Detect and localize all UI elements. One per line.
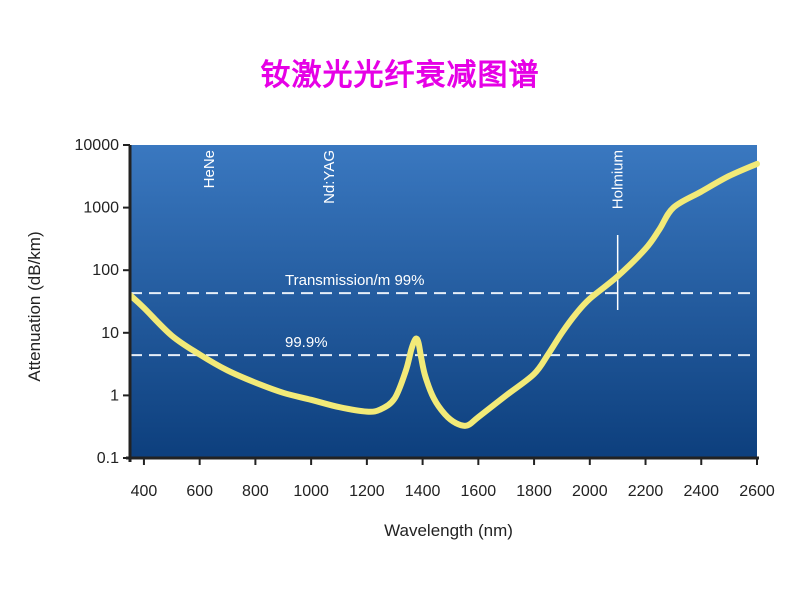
reference-line-label: Transmission/m 99% <box>285 272 424 289</box>
plot-background <box>130 145 757 458</box>
y-tick-label: 0.1 <box>97 450 119 467</box>
x-tick-label: 1000 <box>293 483 329 500</box>
page-title: 钕激光光纤衰减图谱 <box>260 58 540 93</box>
wavelength-annotation-label: HeNe <box>201 150 218 188</box>
attenuation-curve <box>130 160 760 429</box>
x-tick-label: 2600 <box>739 483 775 500</box>
wavelength-annotation-label: Holmium <box>610 150 627 209</box>
x-tick-label: 800 <box>242 483 269 500</box>
y-tick-label: 100 <box>92 262 119 279</box>
y-tick-label: 1 <box>110 387 119 404</box>
x-tick-label: 2400 <box>683 483 719 500</box>
x-tick-label: 1600 <box>461 483 497 500</box>
x-tick-label: 400 <box>131 483 158 500</box>
reference-line-label: 99.9% <box>285 334 328 351</box>
x-tick-label: 1800 <box>516 483 552 500</box>
x-axis-label: Wavelength (nm) <box>384 521 513 540</box>
x-tick-label: 1400 <box>405 483 441 500</box>
x-tick-label: 2200 <box>628 483 664 500</box>
y-axis-label: Attenuation (dB/km) <box>25 231 44 381</box>
x-tick-label: 2000 <box>572 483 608 500</box>
y-tick-label: 10000 <box>75 137 120 154</box>
x-tick-label: 600 <box>186 483 213 500</box>
wavelength-annotation-label: Nd:YAG <box>321 150 338 204</box>
y-tick-label: 1000 <box>83 200 119 217</box>
y-tick-label: 10 <box>101 325 119 342</box>
x-tick-label: 1200 <box>349 483 385 500</box>
